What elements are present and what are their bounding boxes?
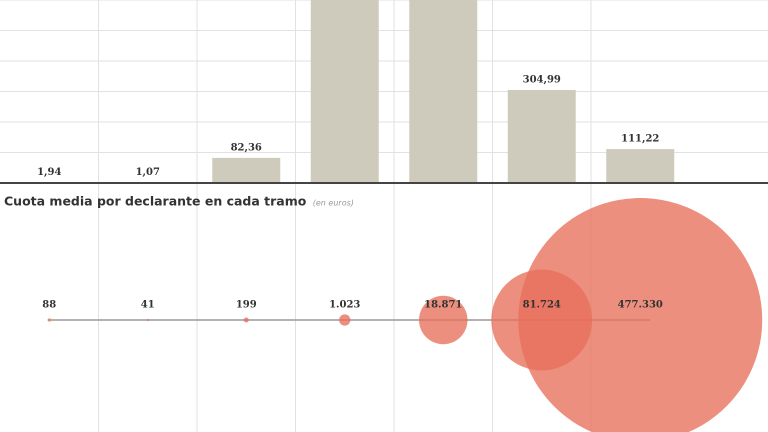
value-label: 304,99: [523, 74, 561, 85]
value-label: 41: [141, 300, 155, 311]
value-label: 111,22: [621, 134, 659, 145]
value-label: 88: [42, 300, 56, 311]
bar: [606, 149, 675, 183]
value-label: 1.023: [329, 300, 360, 311]
value-label: 1,94: [37, 167, 61, 178]
bubble: [243, 317, 249, 323]
bubble: [47, 318, 51, 322]
value-label: 81.724: [523, 300, 561, 311]
value-label: 1,07: [136, 167, 160, 178]
bar: [507, 89, 576, 183]
bar: [212, 157, 281, 183]
bubble: [146, 318, 149, 322]
value-label: 199: [236, 300, 257, 311]
bubble: [518, 198, 763, 432]
bubble-subtitle: (en euros): [313, 199, 354, 208]
bubble-title: Cuota media por declarante en cada tramo: [4, 194, 307, 209]
bar: [409, 0, 478, 183]
bubble: [418, 295, 468, 345]
value-label: 477.330: [618, 300, 663, 311]
value-label: 18.871: [424, 300, 462, 311]
bubble: [339, 314, 351, 326]
bar: [310, 0, 379, 183]
value-label: 82,36: [231, 142, 262, 153]
